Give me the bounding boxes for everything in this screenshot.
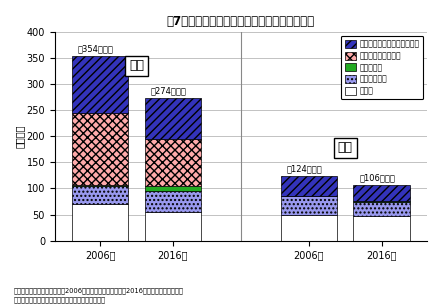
Text: （354万人）: （354万人） xyxy=(78,44,114,53)
Bar xyxy=(354,202,410,216)
Bar xyxy=(72,56,128,113)
Bar xyxy=(72,204,128,241)
Bar xyxy=(72,185,128,186)
Text: （124万人）: （124万人） xyxy=(286,164,322,174)
Bar xyxy=(72,113,128,185)
Text: （注）出産・育児（家事）は2006年調査では家事・育児、2016年調査では出産・育児: （注）出産・育児（家事）は2006年調査では家事・育児、2016年調査では出産・… xyxy=(13,288,183,294)
Bar xyxy=(354,216,410,241)
Bar xyxy=(281,196,337,215)
Title: 図7　非求職理由別・就業希望の非労働力人口: 図7 非求職理由別・就業希望の非労働力人口 xyxy=(167,15,315,28)
Bar xyxy=(354,185,410,201)
Bar xyxy=(281,215,337,241)
Text: 女性: 女性 xyxy=(129,59,144,72)
Bar xyxy=(145,212,201,241)
Text: （資料）総務省統計局「労働力調査（詳細集計）」: （資料）総務省統計局「労働力調査（詳細集計）」 xyxy=(13,297,105,304)
Text: （274万人）: （274万人） xyxy=(150,86,186,95)
Bar xyxy=(145,186,201,191)
Bar xyxy=(72,186,128,204)
Text: （106万人）: （106万人） xyxy=(359,174,395,183)
Bar xyxy=(145,139,201,186)
Bar xyxy=(145,191,201,212)
Legend: 適当な仕事がありそうにない, 出産・育児（家事）, 介護・看護, 健康上の理由, その他: 適当な仕事がありそうにない, 出産・育児（家事）, 介護・看護, 健康上の理由,… xyxy=(341,36,423,99)
Text: 男性: 男性 xyxy=(338,141,353,154)
Bar xyxy=(145,98,201,139)
Bar xyxy=(354,201,410,202)
Y-axis label: （万人）: （万人） xyxy=(15,125,25,148)
Bar xyxy=(281,176,337,196)
